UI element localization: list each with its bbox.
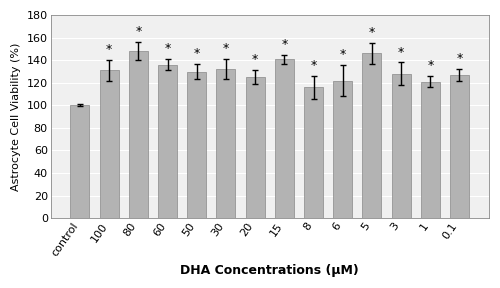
- Bar: [100, 70, 118, 218]
- Bar: [362, 54, 382, 218]
- Text: *: *: [164, 42, 170, 55]
- Bar: [392, 74, 410, 218]
- X-axis label: DHA Concentrations (μM): DHA Concentrations (μM): [180, 264, 359, 277]
- Bar: [246, 77, 264, 218]
- Text: *: *: [427, 59, 434, 72]
- Text: *: *: [194, 47, 200, 60]
- Bar: [216, 69, 236, 218]
- Bar: [70, 105, 90, 218]
- Y-axis label: Astrocyte Cell Viability (%): Astrocyte Cell Viability (%): [11, 42, 21, 191]
- Text: *: *: [310, 59, 316, 72]
- Text: *: *: [398, 46, 404, 58]
- Bar: [275, 59, 294, 218]
- Text: *: *: [369, 26, 375, 39]
- Bar: [421, 82, 440, 218]
- Bar: [333, 81, 352, 218]
- Bar: [450, 75, 469, 218]
- Bar: [158, 65, 177, 218]
- Text: *: *: [252, 54, 258, 67]
- Bar: [129, 51, 148, 218]
- Text: *: *: [456, 52, 462, 65]
- Bar: [188, 71, 206, 218]
- Text: *: *: [135, 25, 141, 38]
- Text: *: *: [223, 42, 229, 55]
- Text: *: *: [106, 43, 112, 56]
- Text: *: *: [340, 48, 346, 61]
- Bar: [304, 87, 323, 218]
- Text: *: *: [281, 38, 287, 51]
